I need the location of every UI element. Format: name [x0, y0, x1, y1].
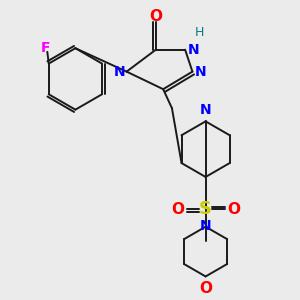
- Text: N: N: [200, 103, 212, 117]
- Text: F: F: [41, 41, 51, 55]
- Text: N: N: [200, 219, 212, 232]
- Text: O: O: [171, 202, 184, 217]
- Text: O: O: [227, 202, 240, 217]
- Text: O: O: [199, 281, 212, 296]
- Text: N: N: [113, 64, 125, 79]
- Text: H: H: [195, 26, 204, 39]
- Text: O: O: [149, 9, 162, 24]
- Text: N: N: [188, 43, 199, 57]
- Text: S: S: [199, 200, 212, 218]
- Text: N: N: [195, 64, 206, 79]
